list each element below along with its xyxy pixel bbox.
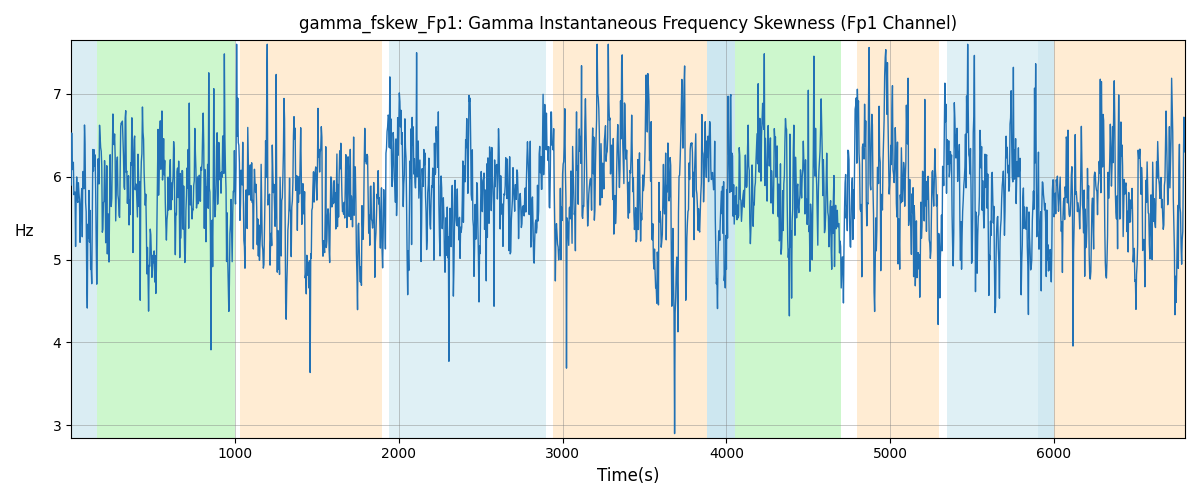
Bar	[389, 40, 546, 438]
X-axis label: Time(s): Time(s)	[596, 467, 659, 485]
Bar	[707, 40, 734, 438]
Bar	[240, 40, 383, 438]
Bar	[857, 40, 940, 438]
Bar	[71, 40, 97, 438]
Bar	[1054, 40, 1184, 438]
Bar	[1038, 40, 1054, 438]
Bar	[553, 40, 707, 438]
Bar	[948, 40, 1038, 438]
Y-axis label: Hz: Hz	[14, 224, 35, 239]
Bar	[734, 40, 841, 438]
Bar	[97, 40, 235, 438]
Title: gamma_fskew_Fp1: Gamma Instantaneous Frequency Skewness (Fp1 Channel): gamma_fskew_Fp1: Gamma Instantaneous Fre…	[299, 15, 958, 34]
